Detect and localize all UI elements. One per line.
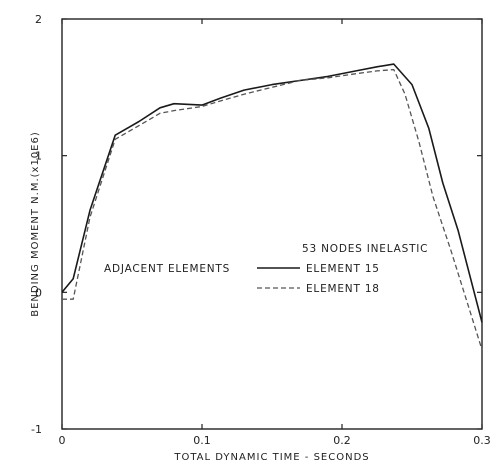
series-line-element-18: [62, 68, 483, 350]
x-axis-label: TOTAL DYNAMIC TIME - SECONDS: [173, 452, 369, 463]
y-tick-label: 2: [35, 13, 42, 26]
y-tick-label: -1: [31, 423, 42, 436]
annotation-header: 53 NODES INELASTIC: [302, 243, 428, 255]
x-tick-label: 0.1: [193, 434, 211, 447]
x-tick-label: 0.2: [333, 434, 351, 447]
plot-frame: [61, 18, 483, 430]
annotation-adjacent-elements: ADJACENT ELEMENTS: [104, 263, 230, 275]
y-axis-label: BENDING MOMENT N.M.(x10E6): [30, 131, 41, 317]
series-line-element-15: [61, 63, 483, 323]
x-tick-label: 0.3: [473, 434, 491, 447]
y-tick-label: 0: [35, 286, 42, 299]
series-lines: [61, 63, 483, 350]
x-tick-label: 0: [59, 434, 66, 447]
axis-ticks: 0 0.1 0.2 0.3 -1 0 1 2: [31, 13, 491, 447]
legend-label-element-18: ELEMENT 18: [306, 283, 380, 295]
y-tick-label: 1: [35, 150, 42, 163]
legend: ELEMENT 15 ELEMENT 18: [257, 263, 380, 295]
legend-label-element-15: ELEMENT 15: [306, 263, 380, 275]
